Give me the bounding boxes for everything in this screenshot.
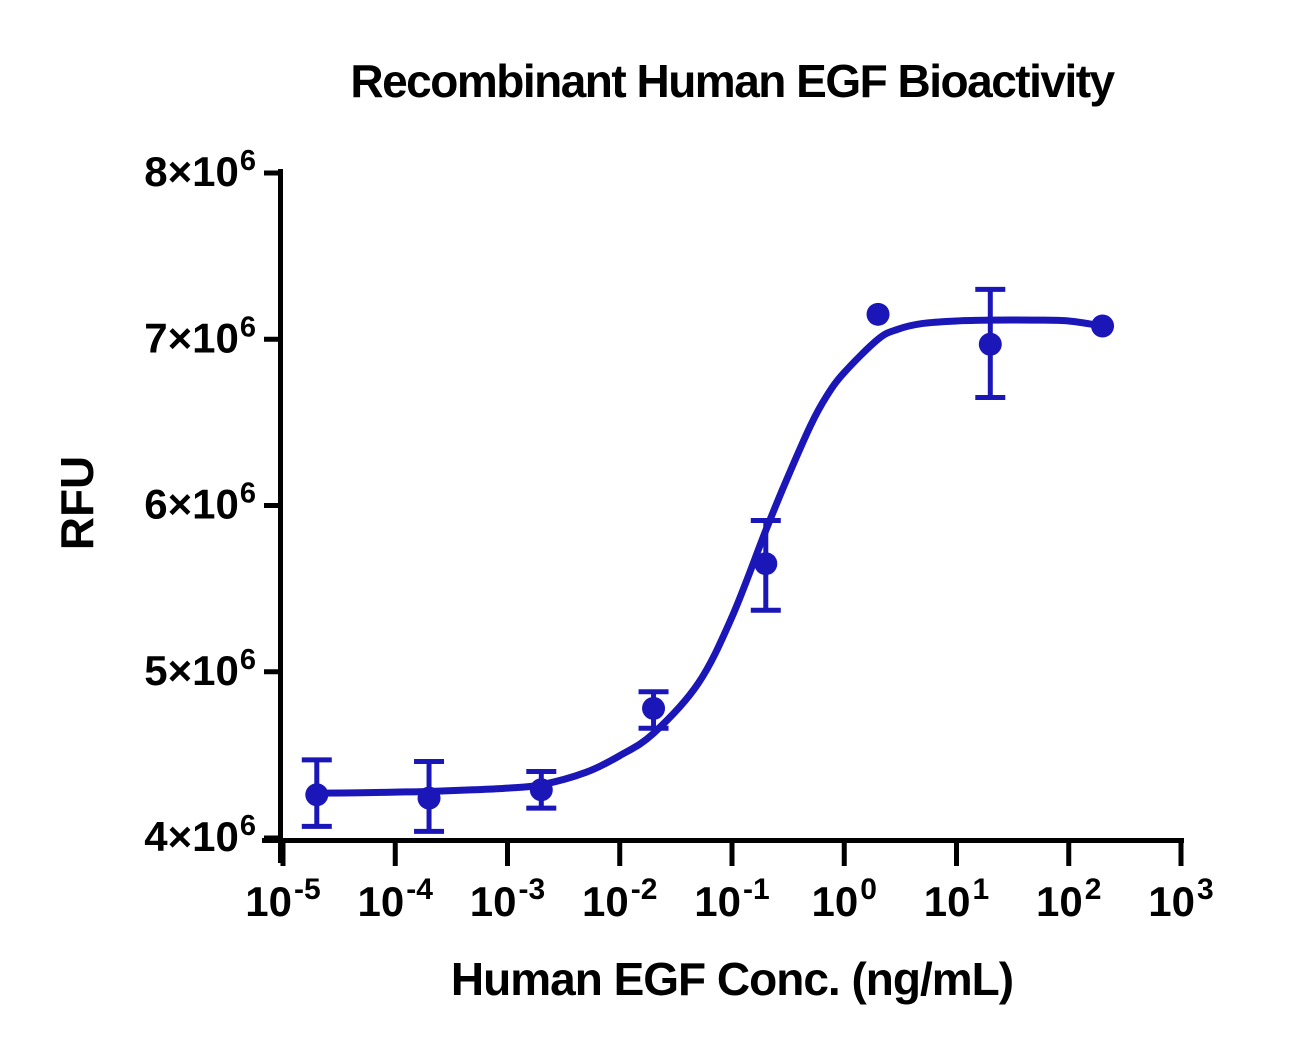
x-tick-label: 102 [1036,873,1101,925]
x-tick-label: 10-5 [245,873,320,925]
y-tick-label: 8×106 [144,145,256,195]
x-tick-label: 10-4 [358,873,434,925]
x-tick-label: 100 [812,873,877,925]
fit-curve [313,316,1107,797]
x-tick-label: 10-2 [582,873,657,925]
data-point [1091,314,1115,338]
y-axis-title: RFU [51,455,103,551]
data-point [866,302,890,326]
data-point [305,783,329,807]
data-point [754,552,778,576]
x-tick-label: 10-1 [694,873,769,925]
data-point [417,786,441,810]
x-tick-label: 101 [924,873,989,925]
chart-title: Recombinant Human EGF Bioactivity [350,55,1115,107]
data-point [529,778,553,802]
y-tick-label: 5×106 [144,644,256,694]
y-tick-label: 4×106 [144,810,256,860]
x-tick-label: 103 [1148,873,1213,925]
data-point [978,332,1002,356]
y-tick-label: 6×106 [144,478,256,528]
x-axis-title: Human EGF Conc. (ng/mL) [450,953,1014,1005]
data-point [642,696,666,720]
y-tick-label: 7×106 [144,311,256,361]
x-tick-label: 10-3 [470,873,545,925]
